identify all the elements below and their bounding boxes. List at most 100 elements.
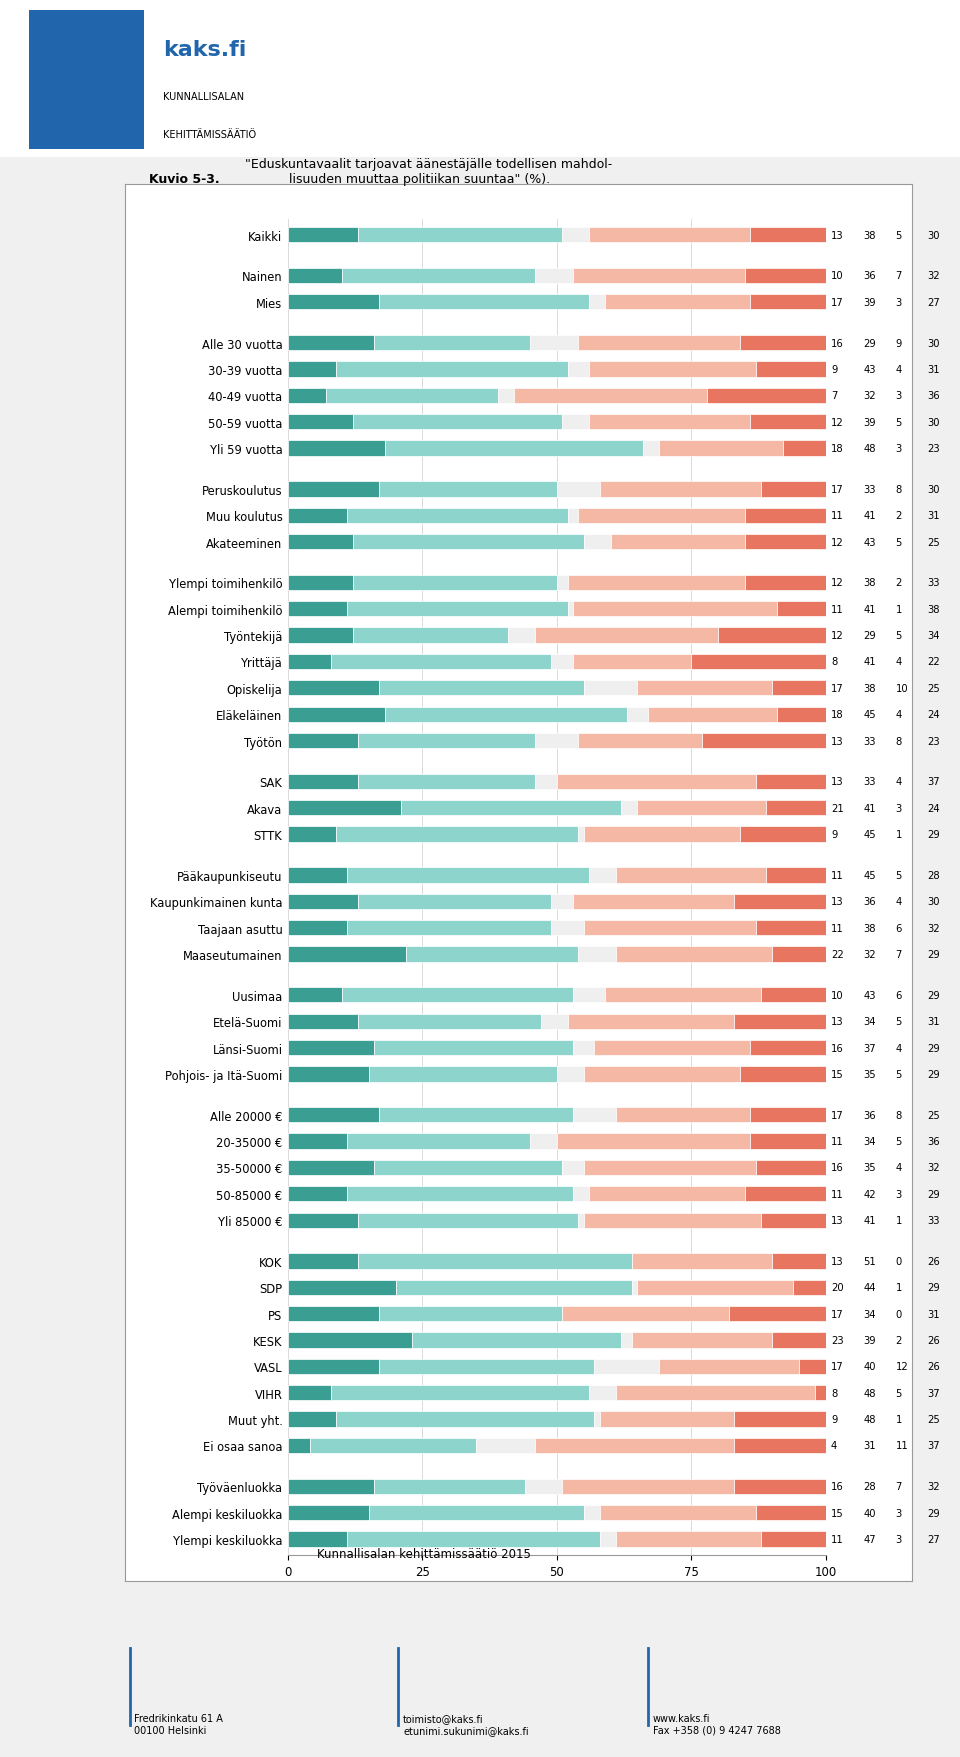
Text: 7: 7: [896, 1481, 901, 1492]
Text: 17: 17: [831, 1110, 844, 1121]
Bar: [751, 1107, 826, 1123]
Bar: [288, 1281, 396, 1295]
Text: 13: 13: [831, 777, 844, 787]
Text: 38: 38: [927, 604, 940, 615]
Bar: [348, 508, 567, 524]
Text: 33: 33: [927, 578, 940, 589]
Text: 31: 31: [927, 365, 941, 374]
Bar: [745, 1186, 826, 1202]
Bar: [288, 733, 358, 748]
Text: 32: 32: [863, 949, 876, 959]
Bar: [379, 1358, 594, 1374]
Bar: [557, 1133, 751, 1149]
Text: 37: 37: [927, 1441, 941, 1451]
Text: 4: 4: [896, 896, 901, 907]
Text: 1: 1: [896, 1283, 901, 1293]
Bar: [288, 228, 358, 242]
Text: 11: 11: [831, 1534, 844, 1544]
Text: 5: 5: [896, 1070, 901, 1079]
Bar: [358, 894, 551, 910]
Bar: [288, 1040, 374, 1056]
Bar: [509, 627, 536, 643]
Bar: [751, 1040, 826, 1056]
Text: 12: 12: [831, 578, 844, 589]
Text: 30: 30: [927, 485, 940, 494]
Bar: [567, 362, 589, 378]
Bar: [659, 441, 782, 457]
Bar: [288, 894, 358, 910]
Text: 23: 23: [927, 736, 941, 747]
Text: 44: 44: [863, 1283, 876, 1293]
Text: 26: 26: [927, 1362, 941, 1372]
Bar: [358, 228, 563, 242]
Text: 23: 23: [831, 1335, 844, 1346]
Text: 37: 37: [927, 1388, 941, 1399]
Text: 38: 38: [863, 230, 876, 241]
Bar: [745, 508, 826, 524]
Text: 3: 3: [896, 1508, 901, 1518]
Text: 12: 12: [896, 1362, 908, 1372]
Bar: [288, 415, 352, 430]
Text: 43: 43: [863, 365, 876, 374]
Text: 10: 10: [896, 683, 908, 694]
Text: 33: 33: [863, 736, 876, 747]
Bar: [589, 415, 751, 430]
Text: 36: 36: [863, 271, 876, 281]
Text: 38: 38: [863, 922, 876, 933]
Bar: [734, 1014, 826, 1030]
Text: 4: 4: [896, 1163, 901, 1172]
Bar: [352, 627, 509, 643]
Bar: [584, 1212, 761, 1228]
Text: 13: 13: [831, 230, 844, 241]
Bar: [563, 228, 589, 242]
Bar: [369, 1506, 584, 1520]
Bar: [288, 1358, 379, 1374]
Bar: [621, 801, 637, 815]
Bar: [530, 336, 578, 351]
Bar: [331, 1385, 589, 1400]
Bar: [616, 1532, 761, 1546]
Bar: [358, 1212, 578, 1228]
Text: 41: 41: [863, 803, 876, 813]
Text: 4: 4: [896, 777, 901, 787]
Bar: [594, 1040, 751, 1056]
Text: 26: 26: [927, 1335, 941, 1346]
Text: 8: 8: [896, 485, 901, 494]
Bar: [573, 1040, 594, 1056]
Bar: [557, 1066, 584, 1082]
Text: 39: 39: [863, 1335, 876, 1346]
Bar: [621, 1332, 632, 1348]
Text: 13: 13: [831, 1216, 844, 1225]
Text: 35: 35: [863, 1163, 876, 1172]
Text: 21: 21: [831, 803, 844, 813]
Text: 40: 40: [863, 1508, 876, 1518]
Text: 11: 11: [831, 870, 844, 880]
Text: 11: 11: [896, 1441, 908, 1451]
Bar: [729, 1305, 826, 1321]
Text: 29: 29: [927, 1283, 941, 1293]
Bar: [379, 1305, 563, 1321]
Bar: [739, 336, 826, 351]
Text: 5: 5: [896, 538, 901, 546]
Bar: [632, 1254, 772, 1269]
Text: 5: 5: [896, 631, 901, 641]
Bar: [584, 534, 611, 550]
Text: 29: 29: [927, 949, 941, 959]
Bar: [563, 1160, 584, 1175]
Bar: [584, 680, 637, 696]
Text: 39: 39: [863, 297, 876, 307]
Text: Kunnallisalan kehittämissäätiö 2015: Kunnallisalan kehittämissäätiö 2015: [317, 1548, 531, 1560]
Text: 48: 48: [863, 1388, 876, 1399]
Bar: [288, 654, 331, 669]
Bar: [584, 828, 739, 842]
Text: 32: 32: [927, 922, 941, 933]
Text: 7: 7: [896, 949, 901, 959]
Bar: [772, 680, 826, 696]
Text: 38: 38: [863, 578, 876, 589]
Text: 1: 1: [896, 829, 901, 840]
Bar: [573, 1107, 616, 1123]
Text: 5: 5: [896, 1137, 901, 1146]
Bar: [605, 987, 761, 1003]
Bar: [761, 1532, 826, 1546]
Text: 11: 11: [831, 604, 844, 615]
